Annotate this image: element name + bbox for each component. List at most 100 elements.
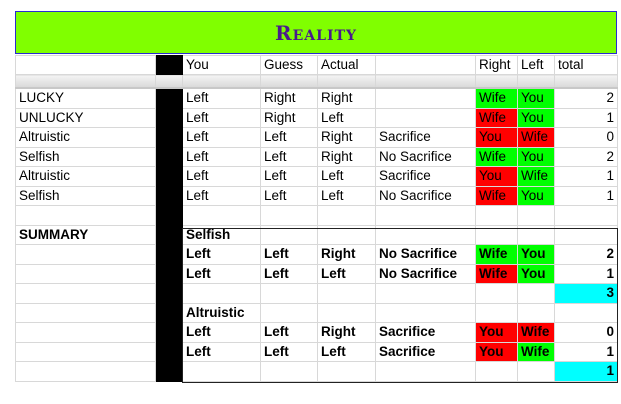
you-cell[interactable]: Left xyxy=(182,146,261,167)
group-total[interactable]: 1 xyxy=(554,361,618,382)
guess-cell[interactable]: Left xyxy=(260,341,318,362)
spacer-cell[interactable] xyxy=(182,74,261,89)
empty-cell[interactable] xyxy=(260,302,318,323)
black-cell[interactable] xyxy=(155,185,183,206)
black-cell[interactable] xyxy=(155,166,183,187)
row-label[interactable]: UNLUCKY xyxy=(15,107,156,128)
you-cell[interactable]: Left xyxy=(182,127,261,148)
row-label[interactable]: Altruistic xyxy=(15,127,156,148)
black-cell[interactable] xyxy=(155,361,183,382)
black-cell[interactable] xyxy=(155,263,183,284)
guess-cell[interactable]: Right xyxy=(260,87,318,109)
black-cell[interactable] xyxy=(155,283,183,304)
guess-cell[interactable]: Left xyxy=(260,263,318,284)
left-cell[interactable]: Wife xyxy=(517,166,555,187)
actual-cell[interactable]: Right xyxy=(317,146,376,167)
right-cell[interactable]: Wife xyxy=(475,107,518,128)
column-header[interactable] xyxy=(15,55,156,75)
column-header[interactable]: You xyxy=(182,55,261,75)
summary-label[interactable]: SUMMARY xyxy=(15,224,156,245)
empty-cell[interactable] xyxy=(517,302,555,323)
you-cell[interactable]: Left xyxy=(182,185,261,206)
empty-cell[interactable] xyxy=(260,283,318,304)
left-cell[interactable]: You xyxy=(517,146,555,167)
guess-cell[interactable]: Left xyxy=(260,185,318,206)
empty-cell[interactable] xyxy=(517,283,555,304)
empty-cell[interactable] xyxy=(260,224,318,245)
actual-cell[interactable]: Left xyxy=(317,341,376,362)
column-header[interactable]: Right xyxy=(475,55,518,75)
spacer-cell[interactable] xyxy=(260,74,318,89)
left-cell[interactable]: You xyxy=(517,185,555,206)
you-cell[interactable]: Left xyxy=(182,87,261,109)
right-cell[interactable]: You xyxy=(475,127,518,148)
note-cell[interactable]: No Sacrifice xyxy=(375,185,476,206)
left-cell[interactable]: Wife xyxy=(517,341,555,362)
spacer-cell[interactable] xyxy=(517,74,555,89)
left-cell[interactable]: You xyxy=(517,263,555,284)
black-cell[interactable] xyxy=(155,244,183,265)
row-label[interactable]: Selfish xyxy=(15,185,156,206)
total-cell[interactable]: 0 xyxy=(554,322,618,343)
row-label[interactable]: Selfish xyxy=(15,146,156,167)
left-cell[interactable]: Wife xyxy=(517,322,555,343)
empty-cell[interactable] xyxy=(317,283,376,304)
right-cell[interactable]: Wife xyxy=(475,263,518,284)
note-cell[interactable] xyxy=(375,87,476,109)
right-cell[interactable]: You xyxy=(475,341,518,362)
column-header[interactable]: Guess xyxy=(260,55,318,75)
empty-cell[interactable] xyxy=(517,205,555,226)
row-label[interactable] xyxy=(15,263,156,284)
empty-cell[interactable] xyxy=(475,361,518,382)
empty-cell[interactable] xyxy=(375,302,476,323)
black-cell[interactable] xyxy=(155,302,183,323)
guess-cell[interactable]: Left xyxy=(260,146,318,167)
actual-cell[interactable]: Left xyxy=(317,166,376,187)
empty-cell[interactable] xyxy=(375,283,476,304)
total-cell[interactable]: 2 xyxy=(554,244,618,265)
empty-cell[interactable] xyxy=(317,224,376,245)
guess-cell[interactable]: Left xyxy=(260,244,318,265)
actual-cell[interactable]: Left xyxy=(317,107,376,128)
column-header[interactable]: Left xyxy=(517,55,555,75)
total-cell[interactable]: 1 xyxy=(554,263,618,284)
black-cell[interactable] xyxy=(155,107,183,128)
right-cell[interactable]: Wife xyxy=(475,146,518,167)
empty-cell[interactable] xyxy=(475,283,518,304)
empty-cell[interactable] xyxy=(475,205,518,226)
spacer-cell[interactable] xyxy=(554,74,618,89)
left-cell[interactable]: You xyxy=(517,87,555,109)
note-cell[interactable]: Sacrifice xyxy=(375,322,476,343)
empty-cell[interactable] xyxy=(554,302,618,323)
row-label[interactable] xyxy=(15,341,156,362)
note-cell[interactable]: No Sacrifice xyxy=(375,244,476,265)
group-name[interactable]: Selfish xyxy=(182,224,261,245)
actual-cell[interactable]: Right xyxy=(317,322,376,343)
empty-cell[interactable] xyxy=(317,361,376,382)
guess-cell[interactable]: Left xyxy=(260,127,318,148)
spacer-cell[interactable] xyxy=(155,74,183,89)
spacer-cell[interactable] xyxy=(375,74,476,89)
right-cell[interactable]: You xyxy=(475,322,518,343)
spacer-cell[interactable] xyxy=(15,74,156,89)
actual-cell[interactable]: Right xyxy=(317,244,376,265)
black-cell[interactable] xyxy=(155,87,183,109)
empty-cell[interactable] xyxy=(475,224,518,245)
note-cell[interactable]: Sacrifice xyxy=(375,166,476,187)
group-name[interactable]: Altruistic xyxy=(182,302,261,323)
empty-cell[interactable] xyxy=(554,205,618,226)
total-cell[interactable]: 2 xyxy=(554,87,618,109)
you-cell[interactable]: Left xyxy=(182,107,261,128)
black-cell[interactable] xyxy=(155,146,183,167)
row-label[interactable]: LUCKY xyxy=(15,87,156,109)
note-cell[interactable] xyxy=(375,107,476,128)
note-cell[interactable]: No Sacrifice xyxy=(375,146,476,167)
row-label[interactable] xyxy=(15,322,156,343)
note-cell[interactable]: Sacrifice xyxy=(375,341,476,362)
empty-cell[interactable] xyxy=(317,205,376,226)
total-cell[interactable]: 2 xyxy=(554,146,618,167)
black-cell[interactable] xyxy=(155,322,183,343)
empty-cell[interactable] xyxy=(155,205,183,226)
black-cell[interactable] xyxy=(155,127,183,148)
actual-cell[interactable]: Right xyxy=(317,127,376,148)
